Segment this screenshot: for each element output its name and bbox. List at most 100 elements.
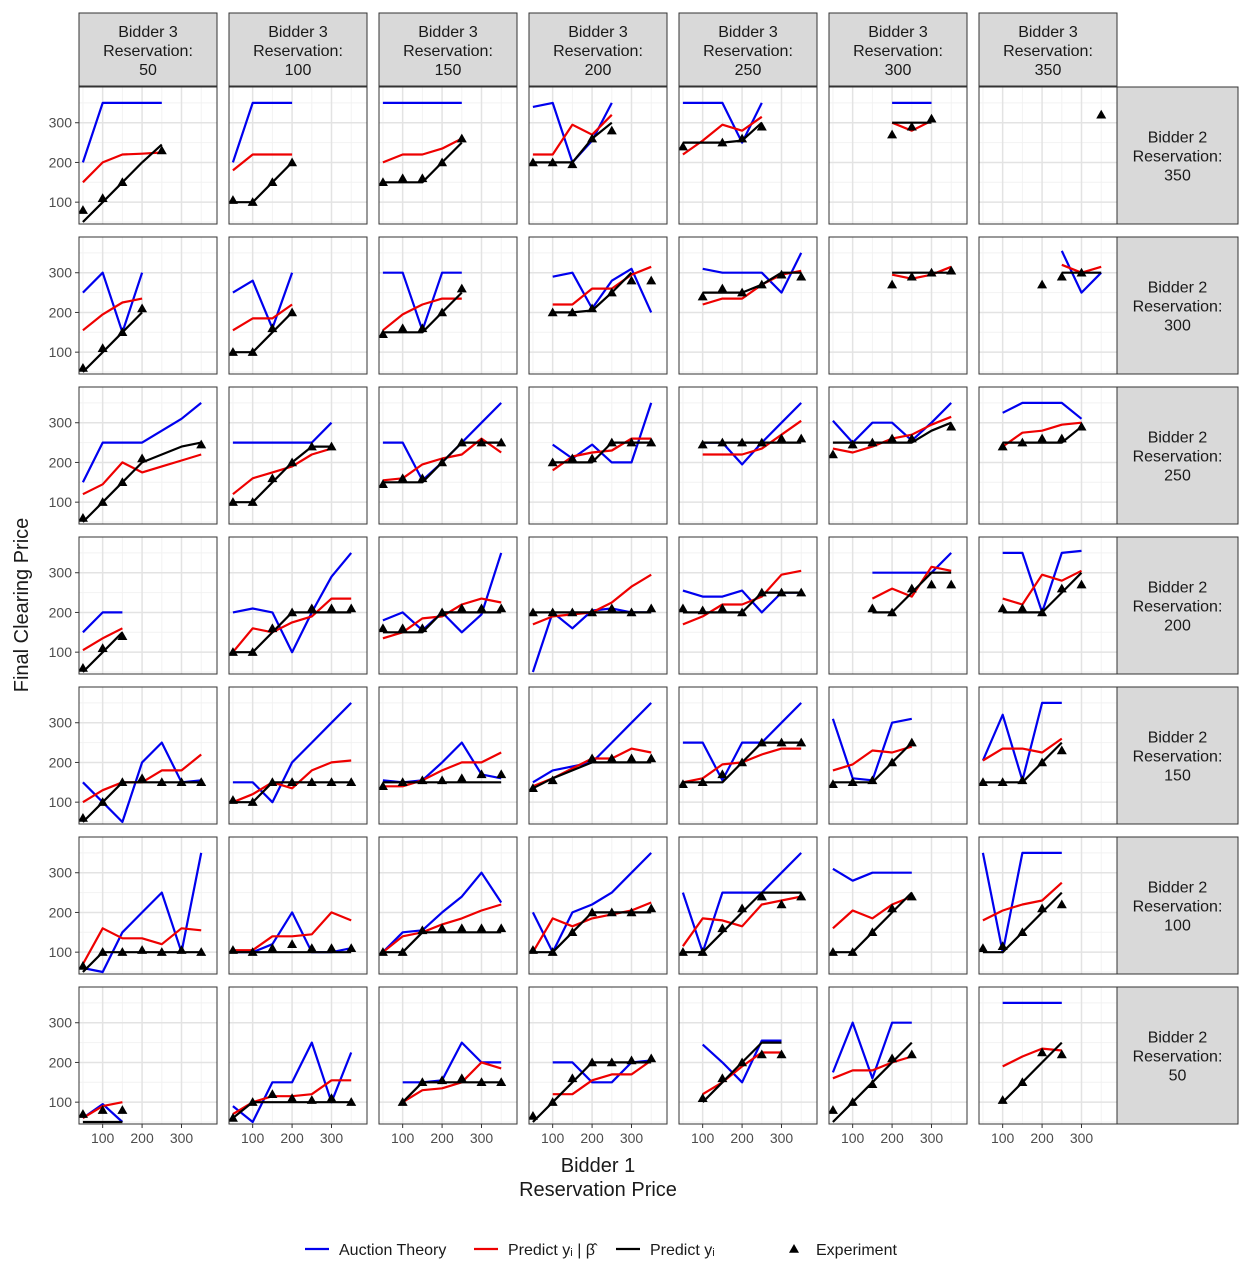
experiment-point: [397, 173, 408, 183]
panel-data: [979, 851, 1067, 954]
panel-border: [528, 986, 668, 1125]
row-strip: [1116, 536, 1239, 675]
experiment-point: [247, 647, 258, 656]
experiment-point: [117, 947, 128, 956]
y-tick-label: 300: [49, 265, 73, 281]
experiment-point: [476, 1077, 487, 1087]
x-tick-label: 100: [991, 1130, 1015, 1146]
experiment-point: [79, 363, 88, 372]
panel-border: [978, 536, 1118, 675]
experiment-point: [1037, 433, 1048, 443]
experiment-point: [887, 1053, 898, 1063]
experiment-point: [567, 607, 578, 617]
series-line-auction-theory: [231, 101, 293, 163]
experiment-point: [697, 291, 708, 301]
experiment-point: [137, 303, 148, 313]
legend-label: Predict yᵢ: [650, 1242, 715, 1259]
panel-border: [378, 386, 518, 525]
experiment-point: [776, 899, 787, 909]
experiment-point: [587, 303, 598, 313]
experiment-point: [117, 777, 128, 787]
panel-data: [79, 402, 207, 523]
series-line-auction-theory: [701, 1039, 782, 1084]
experiment-point: [456, 773, 467, 783]
row-strip-label: Bidder 2 Reservation: 300: [1133, 280, 1223, 335]
y-tick-label: 300: [49, 565, 73, 581]
experiment-point: [456, 603, 467, 613]
experiment-point: [156, 145, 167, 155]
experiment-point: [397, 323, 408, 333]
panel-border: [678, 236, 818, 375]
y-tick-label: 100: [49, 1094, 73, 1110]
facet-panel: [979, 87, 1117, 224]
panel-data: [229, 421, 337, 506]
panel-border: [378, 536, 518, 675]
experiment-point: [756, 279, 767, 289]
series-line-predict-y: [702, 271, 802, 294]
experiment-point: [417, 775, 428, 785]
experiment-point: [117, 631, 128, 641]
panel-border: [78, 686, 218, 825]
legend-item-auction-theory: Auction Theory: [305, 1242, 446, 1259]
experiment-point: [997, 941, 1008, 950]
panel-background: [79, 87, 217, 224]
experiment-point: [267, 1089, 278, 1098]
series-line-predict-y: [82, 631, 124, 673]
panel-border: [378, 236, 518, 375]
experiment-point: [796, 891, 807, 901]
experiment-point: [346, 1097, 357, 1106]
experiment-point: [267, 623, 278, 633]
experiment-point: [326, 441, 337, 451]
experiment-point: [1017, 1077, 1028, 1087]
series-line-auction-theory: [1060, 250, 1102, 294]
experiment-point: [737, 287, 748, 297]
experiment-point: [397, 623, 408, 633]
x-tick-label: 100: [91, 1130, 115, 1146]
experiment-point: [496, 769, 507, 779]
series-line-predict-beta: [382, 137, 463, 164]
legend-item-predict-beta: Predict yᵢ | β̂: [474, 1242, 598, 1259]
experiment-point: [229, 795, 238, 804]
panel-data: [679, 569, 807, 626]
panel-border: [378, 686, 518, 825]
panel-background: [79, 537, 217, 674]
panel-border: [828, 236, 968, 375]
experiment-point: [229, 647, 238, 656]
y-tick-label: 100: [49, 494, 73, 510]
x-tick-label: 300: [770, 1130, 794, 1146]
series-line-predict-beta: [1002, 421, 1082, 448]
experiment-point: [829, 449, 838, 459]
experiment-point: [379, 329, 388, 339]
experiment-point: [776, 737, 787, 747]
panel-data: [697, 1039, 787, 1103]
experiment-point: [97, 643, 108, 652]
experiment-point: [697, 439, 708, 449]
experiment-point: [906, 271, 917, 281]
experiment-point: [326, 1093, 337, 1102]
experiment-point: [287, 457, 298, 467]
experiment-point: [717, 1073, 728, 1083]
experiment-point: [737, 903, 748, 913]
experiment-point: [946, 421, 957, 431]
experiment-point: [397, 473, 408, 483]
experiment-point: [267, 473, 278, 483]
series-line-predict-beta: [832, 1055, 913, 1080]
experiment-point: [946, 579, 957, 589]
experiment-point: [196, 777, 207, 787]
series-line-predict-y: [1002, 425, 1083, 444]
panel-data: [547, 265, 657, 317]
panel-data: [229, 702, 357, 806]
experiment-point: [97, 343, 108, 352]
panel-background: [79, 237, 217, 374]
series-line-predict-y: [382, 141, 463, 184]
experiment-point: [287, 1093, 298, 1102]
panel-data: [529, 852, 657, 956]
panel-data: [829, 867, 917, 956]
panel-background: [679, 87, 817, 224]
row-strip: [1116, 386, 1239, 525]
series-line-auction-theory: [232, 421, 333, 444]
experiment-point: [979, 943, 988, 952]
experiment-point: [587, 753, 598, 763]
experiment-point: [417, 323, 428, 333]
panel-background: [979, 387, 1117, 524]
